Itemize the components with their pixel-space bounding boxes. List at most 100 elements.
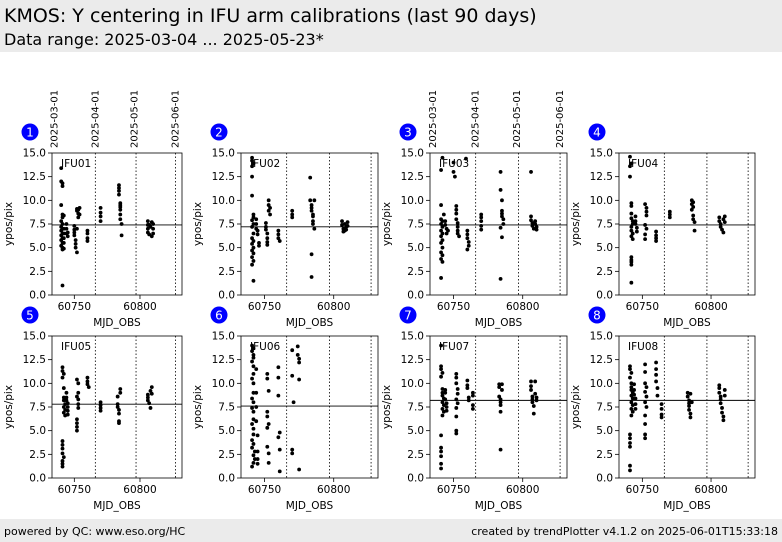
- data-point: [644, 209, 649, 214]
- data-point: [440, 371, 445, 375]
- data-point: [312, 226, 317, 231]
- data-point: [497, 394, 502, 399]
- data-point: [309, 252, 314, 257]
- data-point: [629, 371, 634, 375]
- data-point: [291, 400, 296, 405]
- data-point: [439, 374, 443, 379]
- y-tick-label: 10.0: [590, 195, 613, 207]
- data-point: [630, 222, 635, 226]
- data-point: [643, 223, 648, 227]
- data-point: [250, 164, 254, 169]
- data-point: [61, 226, 66, 231]
- y-tick-label: 2.5: [407, 266, 424, 278]
- data-point: [717, 386, 722, 390]
- data-point: [643, 381, 648, 386]
- data-point: [633, 402, 638, 407]
- top-date-label: 2025-03-01: [428, 90, 439, 148]
- data-point: [72, 230, 77, 235]
- panel-number-badge: [588, 123, 606, 141]
- data-point: [629, 406, 634, 411]
- data-point: [443, 397, 448, 402]
- y-tick-label: 5.0: [596, 425, 613, 437]
- data-point: [479, 215, 484, 220]
- data-point: [628, 154, 632, 159]
- y-tick-label: 2.5: [596, 449, 613, 461]
- footer-created-by: created by trendPlotter v4.1.2 on 2025-0…: [471, 525, 778, 538]
- data-point: [119, 233, 124, 238]
- data-point: [454, 381, 459, 386]
- panel-number-badge: [21, 123, 39, 141]
- y-tick-label: 7.5: [218, 219, 235, 231]
- x-axis-label: MJD_OBS: [475, 500, 523, 512]
- data-point: [530, 394, 535, 399]
- x-tick-label: 60750: [248, 484, 281, 496]
- data-point: [465, 247, 470, 252]
- data-point: [151, 226, 156, 231]
- data-point: [498, 397, 503, 402]
- y-axis-label: ypos/pix: [192, 202, 204, 246]
- data-point: [266, 203, 271, 207]
- data-point: [297, 467, 302, 472]
- data-point: [277, 469, 282, 474]
- data-point: [59, 166, 64, 171]
- data-point: [722, 393, 727, 398]
- data-point: [251, 364, 256, 369]
- data-point: [628, 375, 632, 380]
- data-point: [718, 222, 723, 226]
- data-point: [630, 409, 635, 414]
- data-point: [251, 353, 256, 357]
- data-point: [632, 392, 637, 397]
- data-point: [530, 397, 535, 402]
- data-point: [276, 365, 281, 370]
- data-point: [643, 237, 648, 242]
- data-point: [439, 241, 443, 245]
- data-point: [342, 222, 347, 226]
- data-point: [643, 362, 648, 367]
- data-point: [629, 228, 634, 233]
- y-tick-label: 10.0: [212, 378, 235, 390]
- data-point: [720, 406, 724, 410]
- data-point: [440, 400, 445, 405]
- y-tick-label: 7.5: [29, 219, 46, 231]
- y-tick-label: 12.5: [590, 171, 613, 183]
- data-point: [277, 447, 282, 452]
- data-point: [500, 198, 504, 203]
- ifu-label: IFU04: [628, 158, 659, 170]
- data-point: [251, 460, 256, 465]
- data-point: [465, 232, 470, 237]
- panel-number: 1: [26, 126, 34, 140]
- data-point: [251, 212, 256, 217]
- data-point: [73, 238, 78, 242]
- y-axis-label: ypos/pix: [3, 202, 15, 246]
- data-point: [60, 283, 65, 288]
- data-point: [151, 222, 156, 226]
- data-point: [250, 262, 254, 267]
- y-tick-label: 0.0: [407, 290, 424, 302]
- data-point: [534, 395, 539, 400]
- data-point: [655, 393, 660, 398]
- data-point: [61, 231, 66, 236]
- y-tick-label: 12.5: [401, 354, 424, 366]
- data-point: [85, 231, 90, 236]
- y-tick-label: 0.0: [596, 290, 613, 302]
- data-point: [295, 353, 300, 357]
- data-point: [497, 385, 502, 390]
- data-point: [251, 442, 256, 446]
- data-point: [454, 397, 459, 402]
- data-point: [454, 406, 459, 410]
- data-point: [60, 222, 65, 226]
- data-point: [252, 449, 257, 454]
- data-point: [118, 387, 123, 391]
- data-point: [265, 409, 270, 414]
- data-point: [265, 231, 270, 236]
- data-point: [76, 406, 81, 410]
- data-point: [533, 391, 538, 396]
- data-point: [465, 378, 470, 383]
- y-tick-label: 2.5: [218, 266, 235, 278]
- data-point: [255, 457, 260, 461]
- data-point: [629, 234, 634, 239]
- data-point: [85, 382, 90, 387]
- data-point: [297, 360, 302, 365]
- panel-number: 3: [404, 126, 412, 140]
- chart-panel-3: 2025-03-01 2025-04-01 2025-05-01 2025-06-01…: [381, 90, 568, 329]
